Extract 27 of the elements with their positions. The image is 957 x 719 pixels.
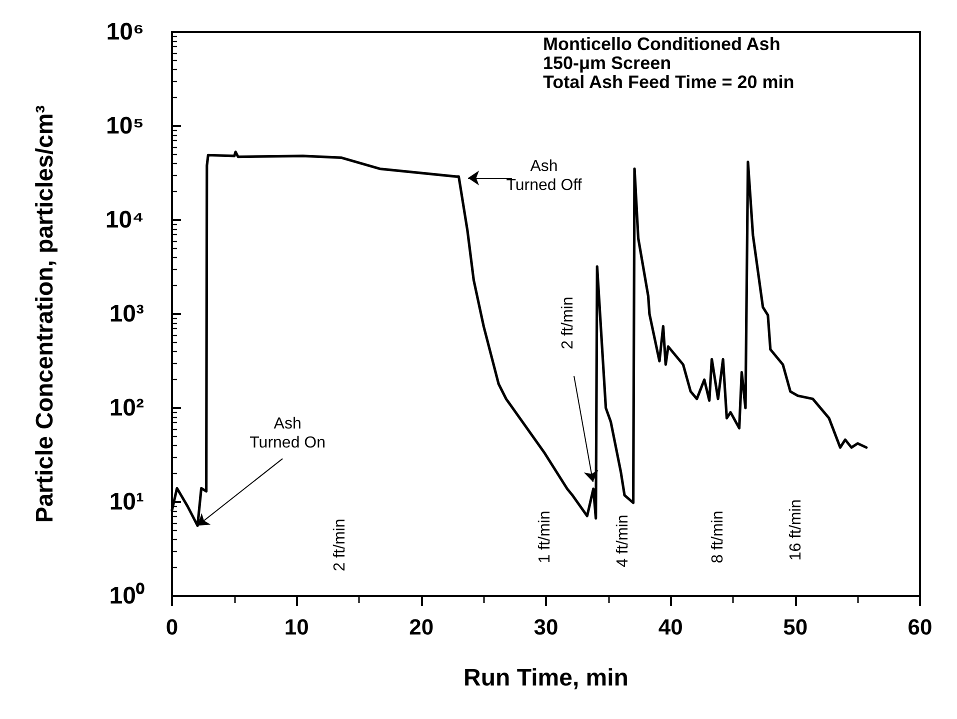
x-tick-label: 0: [166, 614, 178, 640]
y-tick-label: 10¹: [109, 488, 144, 516]
annotation: Total Ash Feed Time = 20 min: [543, 72, 794, 92]
y-tick-label: 10³: [109, 300, 144, 328]
y-axis-title: Particle Concentration, particles/cm³: [32, 105, 58, 523]
annotation: 1 ft/min: [536, 510, 554, 564]
annotation: 8 ft/min: [710, 510, 726, 564]
y-tick-label: 10²: [109, 394, 144, 422]
annotation: 4 ft/min: [614, 514, 632, 568]
annotation: Ash Turned Off: [506, 158, 582, 194]
annotation: Monticello Conditioned Ash: [543, 34, 780, 54]
x-tick-label: 10: [284, 614, 309, 640]
x-tick-label: 50: [783, 614, 808, 640]
x-axis-title: Run Time, min: [464, 664, 628, 692]
y-tick-label: 10⁴: [105, 206, 144, 234]
annotation: 2 ft/min: [332, 518, 348, 572]
y-tick-label: 10⁶: [106, 18, 144, 46]
x-tick-label: 40: [658, 614, 683, 640]
y-tick-label: 10⁵: [106, 112, 144, 140]
annotation: 2 ft/min: [560, 296, 576, 350]
y-tick-label: 10⁰: [109, 582, 145, 610]
annotation: Ash Turned On: [250, 416, 326, 452]
annotation: 150-μm Screen: [543, 53, 672, 73]
annotation: 16 ft/min: [788, 499, 804, 561]
x-tick-label: 60: [908, 614, 932, 640]
x-tick-label: 20: [409, 614, 434, 640]
x-tick-label: 30: [534, 614, 558, 640]
